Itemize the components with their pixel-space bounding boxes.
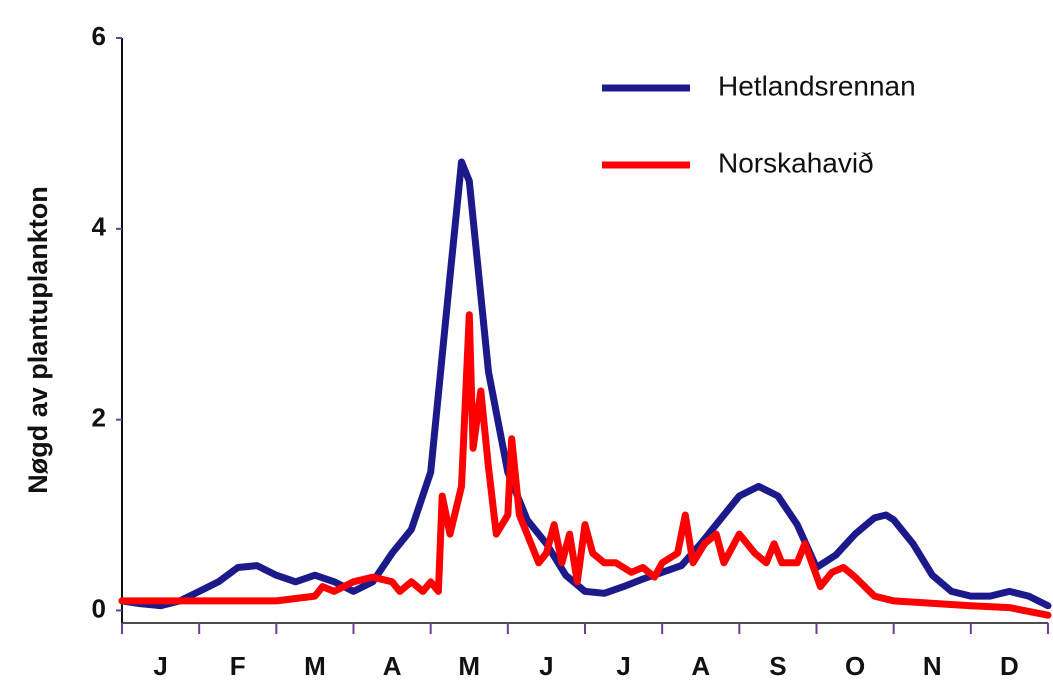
y-tick-label: 0 xyxy=(92,593,106,623)
x-tick-label: A xyxy=(383,651,402,681)
x-tick-label: J xyxy=(153,651,167,681)
y-axis-label: Nøgd av plantuplankton xyxy=(23,186,53,494)
series-line xyxy=(118,158,1052,610)
x-tick-label: S xyxy=(769,651,786,681)
x-tick-label: N xyxy=(923,651,942,681)
y-tick-label: 2 xyxy=(92,403,106,433)
x-tick-label: A xyxy=(691,651,710,681)
x-tick-label: O xyxy=(845,651,865,681)
x-tick-label: J xyxy=(539,651,553,681)
x-tick-label: F xyxy=(230,651,246,681)
series-line xyxy=(118,311,1052,619)
x-tick-label: D xyxy=(1000,651,1019,681)
legend-label: Hetlandsrennan xyxy=(718,70,916,101)
y-tick-label: 4 xyxy=(92,212,107,242)
x-tick-label: M xyxy=(458,651,480,681)
legend-label: Norskahavið xyxy=(718,147,874,178)
x-tick-label: J xyxy=(616,651,630,681)
y-tick-label: 6 xyxy=(92,21,106,51)
x-tick-label: M xyxy=(304,651,326,681)
